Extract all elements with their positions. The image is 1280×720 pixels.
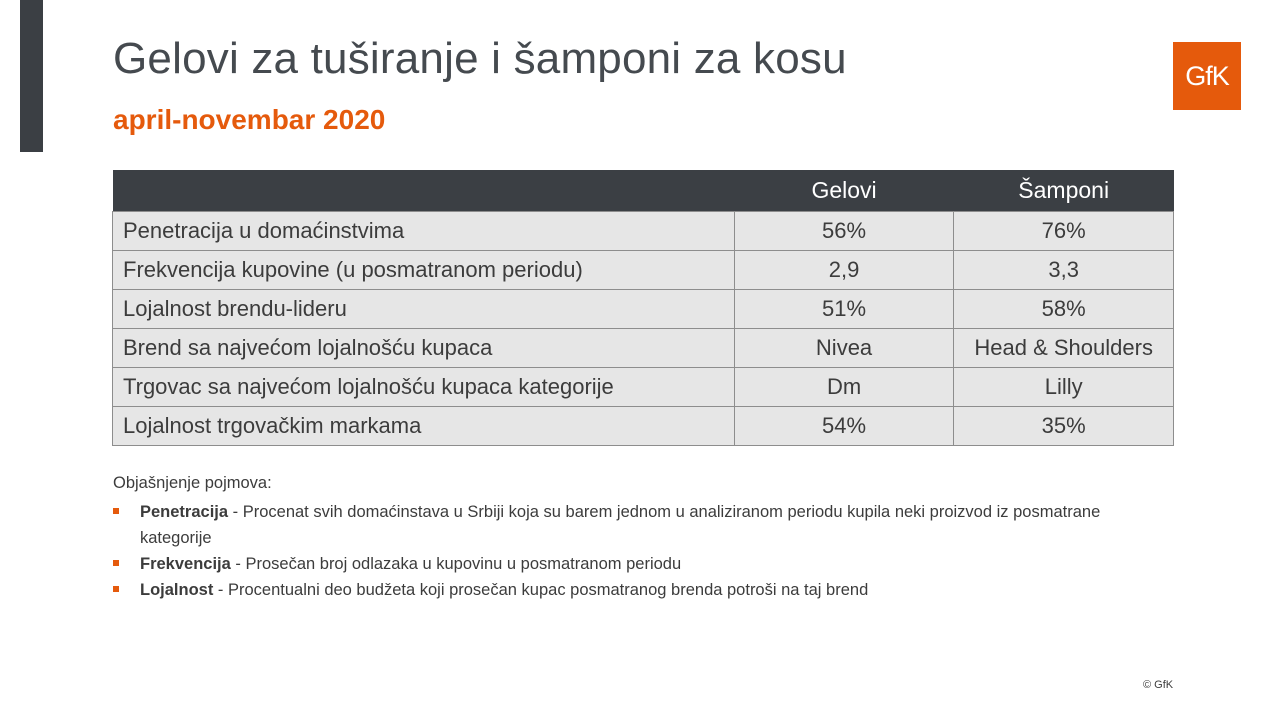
notes-heading: Objašnjenje pojmova: — [113, 474, 272, 492]
gelovi-value: 51% — [733, 289, 955, 329]
samponi-value: Lilly — [953, 367, 1174, 407]
table-row: Lojalnost trgovačkim markama 54% 35% — [112, 406, 1174, 446]
row-label: Trgovac sa najvećom lojalnošću kupaca ka… — [112, 367, 735, 407]
gelovi-value: 2,9 — [733, 250, 955, 290]
table-row: Lojalnost brendu-lideru 51% 58% — [112, 289, 1174, 329]
accent-bar — [20, 0, 43, 152]
bullet-square-icon — [113, 560, 119, 566]
page-title: Gelovi za tuširanje i šamponi za kosu — [113, 34, 847, 83]
table-header-empty — [112, 170, 735, 212]
gfk-logo: GfK — [1173, 42, 1241, 110]
table-header-samponi: Šamponi — [953, 170, 1174, 212]
row-label: Lojalnost trgovačkim markama — [112, 406, 735, 446]
table-row: Trgovac sa najvećom lojalnošću kupaca ka… — [112, 367, 1174, 407]
row-label: Lojalnost brendu-lideru — [112, 289, 735, 329]
table-row: Penetracija u domaćinstvima 56% 76% — [112, 211, 1174, 251]
samponi-value: 35% — [953, 406, 1174, 446]
term-description: - Procenat svih domaćinstava u Srbiji ko… — [140, 503, 1101, 547]
term-description: - Procentualni deo budžeta koji prosečan… — [213, 581, 869, 599]
terms-explanation: Objašnjenje pojmova: Penetracija - Proce… — [113, 470, 1133, 603]
bullet-square-icon — [113, 586, 119, 592]
table-header-gelovi: Gelovi — [734, 170, 954, 212]
bullet-square-icon — [113, 508, 119, 514]
gelovi-value: 54% — [733, 406, 955, 446]
gelovi-value: Dm — [733, 367, 955, 407]
term-name: Frekvencija — [140, 555, 231, 573]
terms-list: Penetracija - Procenat svih domaćinstava… — [113, 499, 1133, 603]
samponi-value: 76% — [953, 211, 1174, 251]
list-item: Frekvencija - Prosečan broj odlazaka u k… — [113, 551, 1133, 577]
samponi-value: 58% — [953, 289, 1174, 329]
row-label: Penetracija u domaćinstvima — [112, 211, 735, 251]
comparison-table: Gelovi Šamponi Penetracija u domaćinstvi… — [112, 170, 1174, 446]
gelovi-value: Nivea — [733, 328, 955, 368]
samponi-value: Head & Shoulders — [953, 328, 1174, 368]
row-label: Brend sa najvećom lojalnošću kupaca — [112, 328, 735, 368]
table-row: Brend sa najvećom lojalnošću kupaca Nive… — [112, 328, 1174, 368]
table-row: Frekvencija kupovine (u posmatranom peri… — [112, 250, 1174, 290]
row-label: Frekvencija kupovine (u posmatranom peri… — [112, 250, 735, 290]
copyright-notice: © GfK — [1143, 679, 1174, 691]
list-item: Lojalnost - Procentualni deo budžeta koj… — [113, 577, 1133, 603]
page-subtitle: april-novembar 2020 — [113, 104, 386, 135]
term-name: Penetracija — [140, 503, 229, 521]
table-header-row: Gelovi Šamponi — [112, 170, 1174, 212]
samponi-value: 3,3 — [953, 250, 1174, 290]
term-description: - Prosečan broj odlazaka u kupovinu u po… — [230, 555, 682, 573]
gelovi-value: 56% — [733, 211, 955, 251]
list-item: Penetracija - Procenat svih domaćinstava… — [113, 499, 1133, 551]
logo-text: GfK — [1185, 60, 1230, 91]
term-name: Lojalnost — [140, 581, 214, 599]
